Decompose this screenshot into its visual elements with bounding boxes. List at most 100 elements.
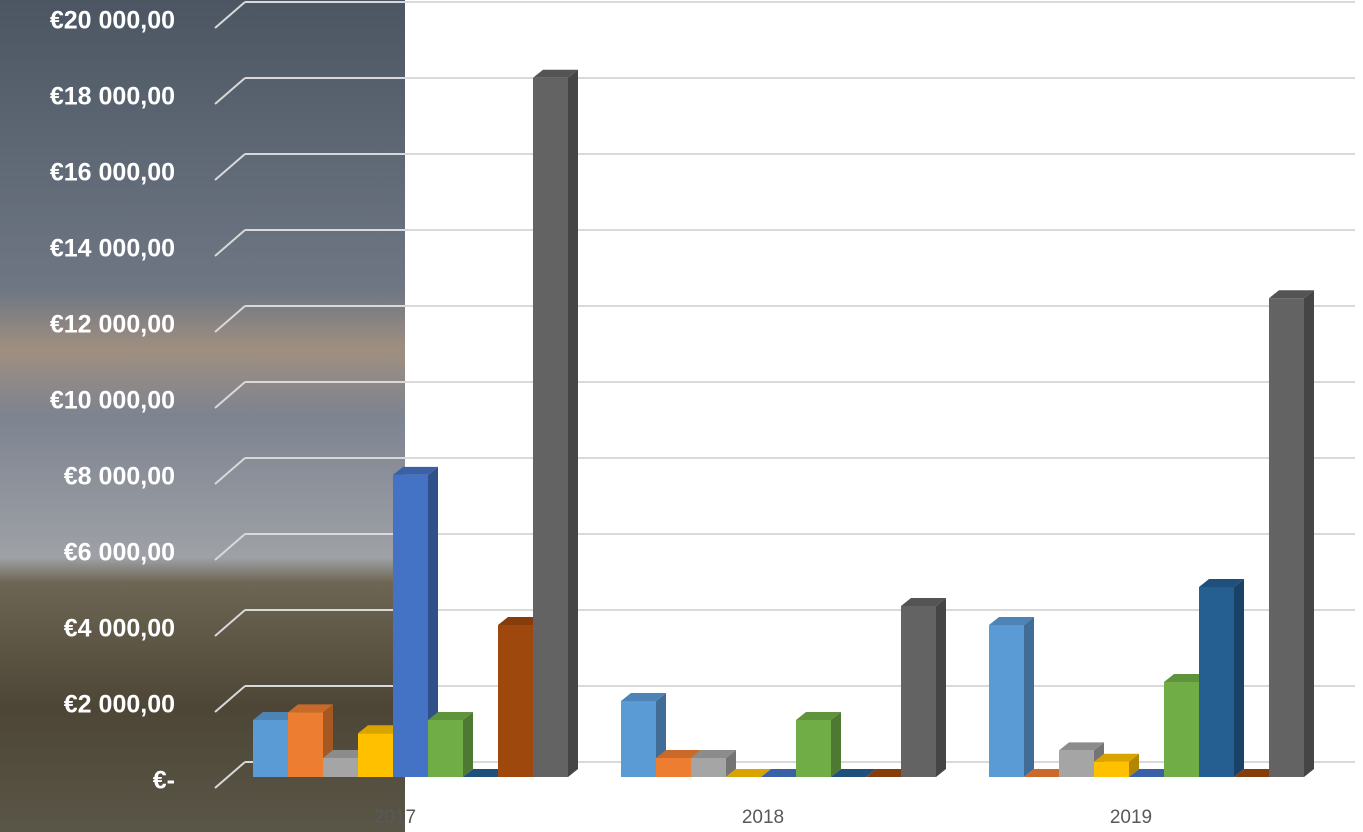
grid-line-side xyxy=(214,609,246,637)
bar-side xyxy=(1304,290,1314,777)
y-tick-label: €20 000,00 xyxy=(50,7,175,35)
bar-top xyxy=(1164,674,1209,682)
bar xyxy=(989,617,1034,777)
y-tick-label: €16 000,00 xyxy=(50,159,175,187)
bar xyxy=(1269,290,1314,777)
bar-top xyxy=(901,598,946,606)
grid-line-side xyxy=(214,77,246,105)
bar-top xyxy=(761,769,806,777)
x-tick-label: 2017 xyxy=(374,807,416,828)
bar-side xyxy=(1129,753,1139,777)
bar-top xyxy=(1094,753,1139,762)
bar-front xyxy=(358,733,393,777)
bar-top xyxy=(393,466,438,475)
bars xyxy=(253,69,1314,778)
bar xyxy=(796,712,841,777)
bar xyxy=(1094,753,1139,777)
bar-top xyxy=(796,712,841,720)
bar-front xyxy=(1059,750,1094,777)
bar-top xyxy=(463,769,508,777)
y-tick-label: €- xyxy=(153,767,175,795)
bar-top xyxy=(621,693,666,701)
grid-line-side xyxy=(214,229,246,257)
bar xyxy=(1129,769,1174,777)
bar-top xyxy=(498,617,543,625)
bar-front xyxy=(1164,682,1199,777)
bar-front xyxy=(656,758,691,777)
bar-top xyxy=(656,750,701,758)
bar xyxy=(1024,769,1069,777)
bar-top xyxy=(691,750,736,758)
bar-top xyxy=(1234,769,1279,777)
bar-top xyxy=(1024,769,1069,777)
bar-top xyxy=(358,725,403,734)
background-photo xyxy=(0,0,405,832)
bar-top xyxy=(989,617,1034,625)
bar-front xyxy=(533,77,568,778)
bar-top xyxy=(726,769,771,777)
bar-front xyxy=(393,474,428,777)
bar-front xyxy=(253,720,288,777)
x-tick-label: 2018 xyxy=(742,807,784,828)
bar-front xyxy=(796,720,831,777)
bar xyxy=(463,769,508,777)
bar-top xyxy=(1059,742,1104,751)
bar-top xyxy=(288,704,333,713)
bar-top xyxy=(1129,769,1174,777)
bar-top xyxy=(831,769,876,777)
y-tick-label: €4 000,00 xyxy=(64,615,175,643)
bar-side xyxy=(1024,617,1034,777)
y-tick-label: €12 000,00 xyxy=(50,311,175,339)
bar-front xyxy=(901,606,936,777)
bar-front xyxy=(1269,298,1304,777)
bar-front xyxy=(691,758,726,777)
bar xyxy=(393,466,438,777)
bar-side xyxy=(936,598,946,777)
bar-top xyxy=(1199,579,1244,587)
y-tick-label: €14 000,00 xyxy=(50,235,175,263)
bar-side xyxy=(726,750,736,777)
bar xyxy=(831,769,876,777)
bar-side xyxy=(568,69,578,778)
bar xyxy=(1234,769,1279,777)
grid-line-side xyxy=(214,1,246,29)
grid-line-side xyxy=(214,153,246,181)
bar xyxy=(761,769,806,777)
y-tick-label: €6 000,00 xyxy=(64,539,175,567)
y-tick-label: €18 000,00 xyxy=(50,83,175,111)
bar-top xyxy=(323,750,368,758)
bar-front xyxy=(323,758,358,777)
bar-front xyxy=(621,701,656,777)
bar xyxy=(428,712,473,777)
bar xyxy=(866,769,911,777)
bar-front xyxy=(1094,761,1129,777)
bar-side xyxy=(831,712,841,777)
bar-side xyxy=(463,712,473,777)
grid-line-side xyxy=(214,685,246,713)
bar xyxy=(901,598,946,777)
grid-line-side xyxy=(214,381,246,409)
grid-line-side xyxy=(214,305,246,333)
grid-line-side xyxy=(214,761,246,789)
bar-side xyxy=(428,466,438,777)
bar xyxy=(726,769,771,777)
bar-side xyxy=(1234,579,1244,777)
bar-top xyxy=(533,69,578,78)
bar-top xyxy=(253,712,298,720)
bar-top xyxy=(428,712,473,720)
bar xyxy=(1199,579,1244,777)
y-tick-label: €8 000,00 xyxy=(64,463,175,491)
bar-top xyxy=(866,769,911,777)
bar-front xyxy=(1199,587,1234,777)
grid-line-side xyxy=(214,533,246,561)
bar xyxy=(533,69,578,778)
y-tick-label: €2 000,00 xyxy=(64,691,175,719)
bar-top xyxy=(1269,290,1314,299)
x-tick-label: 2019 xyxy=(1110,807,1152,828)
bar xyxy=(691,750,736,777)
grid-line-side xyxy=(214,457,246,485)
bar-front xyxy=(288,712,323,777)
y-tick-label: €10 000,00 xyxy=(50,387,175,415)
